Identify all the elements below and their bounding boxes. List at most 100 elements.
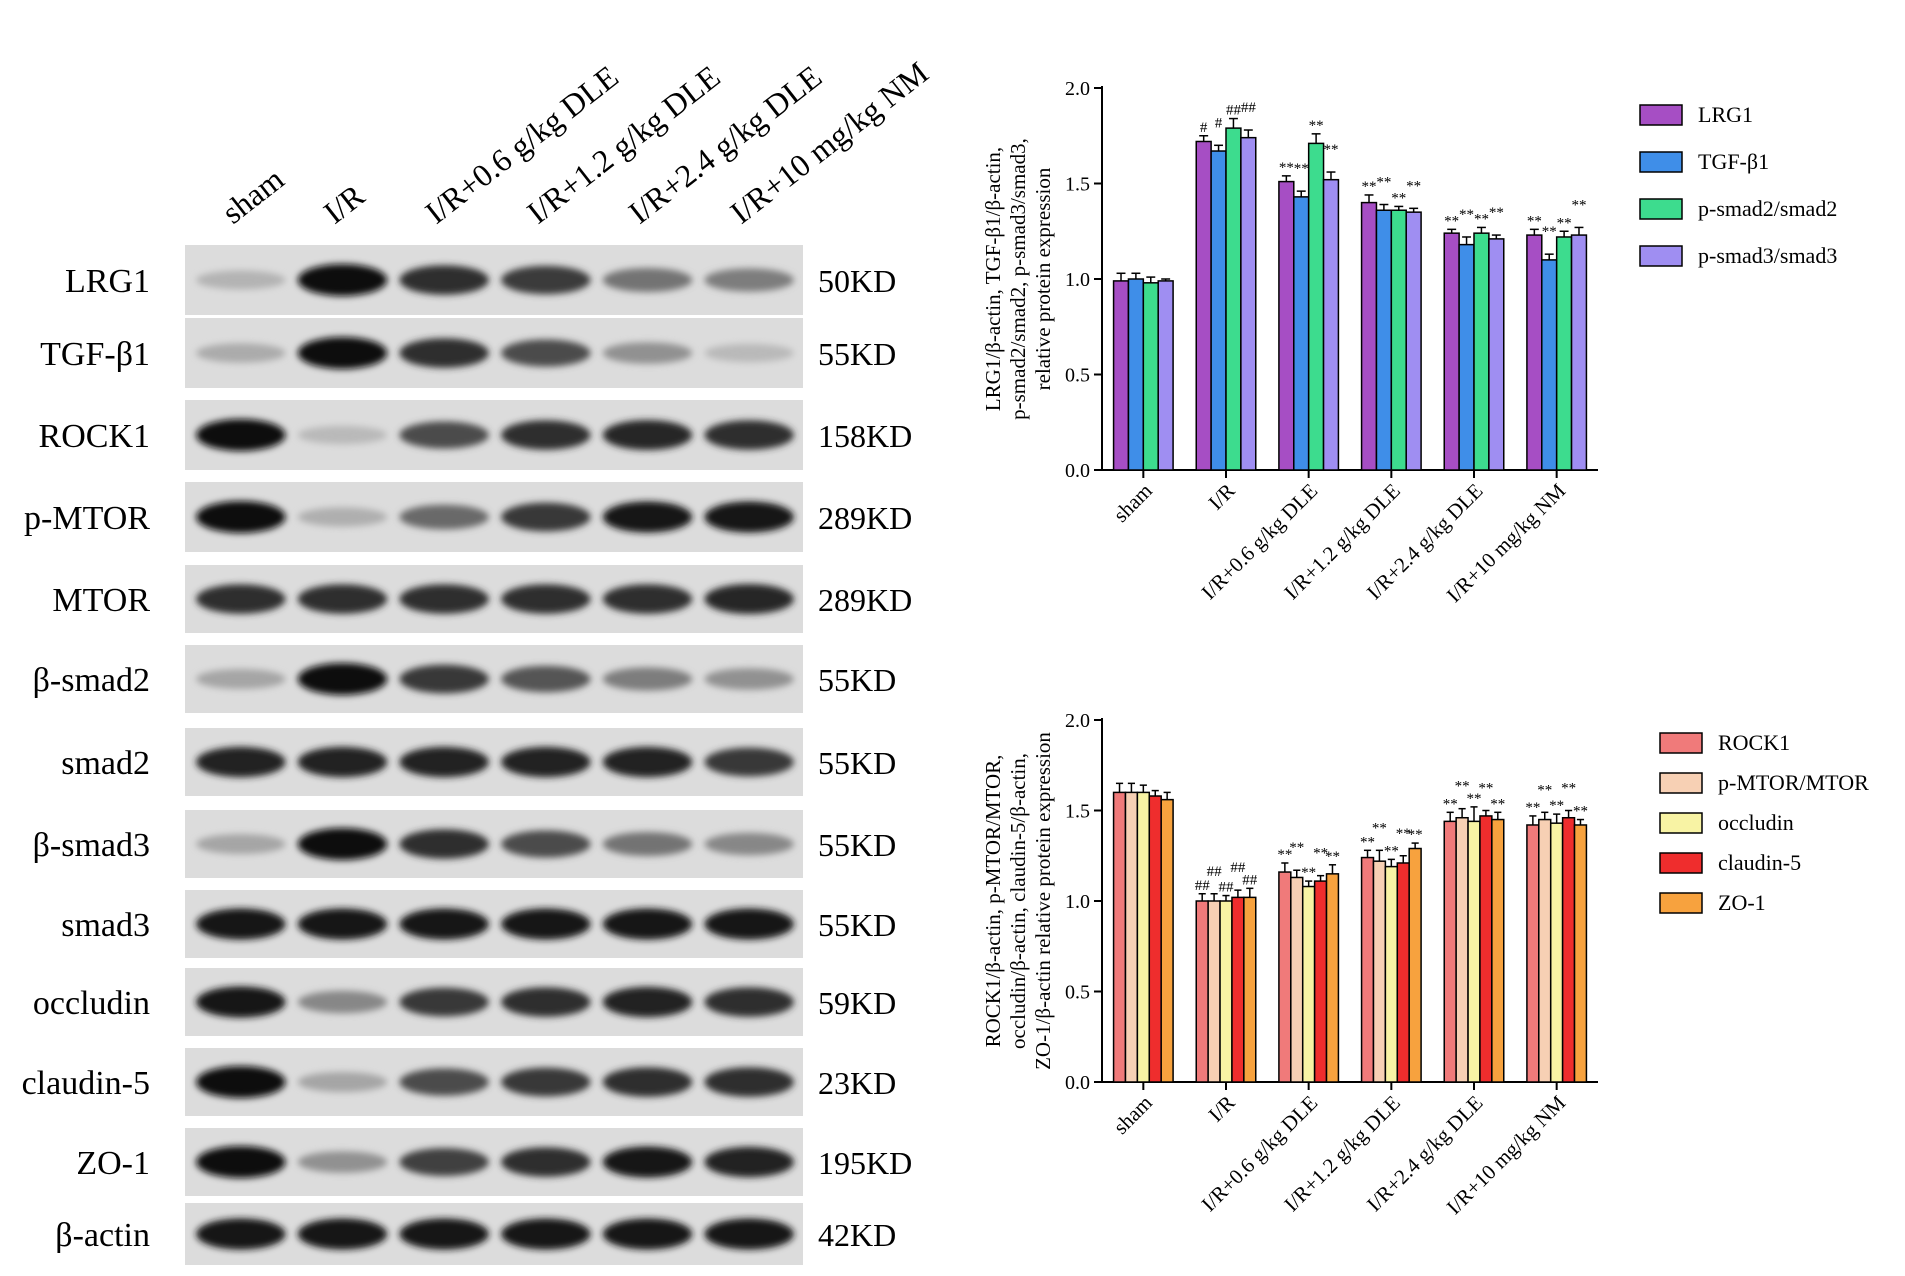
blot-band (399, 746, 489, 778)
bar (1313, 880, 1328, 1083)
blot-kd-label: 55KD (818, 662, 896, 698)
western-blot-panel: sham I/R I/R+0.6 g/kg DLE I/R+1.2 g/kg DLE I… (22, 54, 935, 1265)
legend-swatch (1639, 198, 1683, 220)
blot-band (399, 1068, 489, 1096)
blot-strip (185, 968, 803, 1036)
blot-band (501, 1067, 591, 1097)
blot-band (399, 421, 489, 449)
x-tick-label: I/R (1204, 1091, 1240, 1127)
significance-mark: ** (1527, 213, 1542, 229)
significance-mark: ** (1571, 197, 1586, 213)
y-axis-title: ROCK1/β-actin, p-MTOR/MTOR,occludin/β-ac… (981, 732, 1055, 1070)
blot-band (704, 1146, 794, 1178)
significance-mark: ** (1444, 213, 1459, 229)
blot-kd-label: 55KD (818, 907, 896, 943)
legend-label: TGF-β1 (1698, 149, 1769, 174)
significance-mark: ** (1573, 804, 1588, 820)
blot-row-0 (185, 245, 803, 315)
blot-band (602, 342, 693, 364)
significance-mark: ## (1226, 103, 1242, 119)
blot-protein-label: MTOR (52, 582, 150, 619)
blot-band (196, 419, 286, 451)
legend-label: claudin-5 (1718, 850, 1801, 875)
blot-band (602, 419, 693, 451)
y-tick-label: 2.0 (1065, 78, 1090, 100)
bar (1278, 180, 1295, 471)
blot-band (399, 664, 489, 694)
bar (1360, 201, 1378, 471)
x-tick-label: sham (1109, 479, 1157, 527)
legend-swatch (1659, 852, 1703, 874)
blot-band (297, 908, 388, 940)
blot-band (602, 584, 693, 614)
significance-mark: ** (1525, 800, 1540, 816)
blot-row-5 (185, 645, 803, 713)
blot-protein-label: β-actin (55, 1217, 150, 1254)
blot-band (602, 908, 693, 940)
bar (1467, 820, 1481, 1083)
bar (1157, 280, 1174, 471)
blot-kd-label: 55KD (818, 827, 896, 863)
legend-swatch (1639, 104, 1683, 126)
blot-band (602, 986, 693, 1018)
bar (1293, 196, 1310, 471)
significance-mark: ** (1277, 847, 1292, 863)
bar-chart-tight-junction: 0.0 0.5 1.0 1.5 2.0 sham I/R ## ## ## ## ## I/R+0.6 … (960, 640, 1905, 1271)
bar (1210, 150, 1227, 471)
bar (1570, 234, 1588, 471)
blot-strip (185, 810, 803, 878)
y-tick-label: 1.0 (1065, 891, 1090, 913)
blot-protein-label: TGF-β1 (40, 336, 150, 373)
bar (1384, 865, 1399, 1083)
bar (1322, 178, 1340, 471)
significance-mark: ** (1478, 781, 1493, 797)
blot-kd-label: 195KD (818, 1145, 912, 1181)
legend-swatch (1659, 732, 1703, 754)
blot-band (704, 908, 794, 940)
bar (1307, 142, 1325, 471)
bar (1473, 232, 1490, 471)
blot-band (602, 268, 693, 292)
bar (1455, 816, 1469, 1083)
blot-band (297, 425, 388, 445)
legend-label: LRG1 (1698, 102, 1753, 127)
blot-row-2 (185, 400, 803, 470)
bar (1124, 791, 1139, 1083)
blot-band (501, 746, 591, 778)
blot-band (602, 501, 693, 533)
blot-protein-label: ZO-1 (76, 1145, 150, 1182)
legend-label: p-MTOR/MTOR (1718, 770, 1869, 795)
bar (1360, 856, 1375, 1083)
blot-band (399, 584, 489, 614)
blot-band (196, 343, 286, 363)
y-axis-title-line: occludin/β-actin, claudin-5/β-actin, (1006, 753, 1030, 1049)
bar (1479, 815, 1493, 1083)
bar (1375, 209, 1393, 471)
blot-row-1 (185, 318, 803, 388)
significance-mark: ** (1279, 160, 1294, 176)
bar-chart-lrg1-tgf-smad: 0.0 0.5 1.0 1.5 2.0 sham I/R # # ## ## I/R+0.6 g/kg… (960, 0, 1905, 640)
blot-band (297, 337, 388, 369)
significance-mark: ## (1230, 860, 1246, 876)
bar (1538, 818, 1552, 1083)
y-tick-label: 0.5 (1065, 365, 1090, 387)
significance-mark: ** (1376, 175, 1391, 191)
legend-label: p-smad3/smad3 (1698, 243, 1837, 268)
blot-band (297, 264, 388, 296)
significance-mark: ** (1489, 205, 1504, 221)
blot-row-12 (185, 1203, 803, 1265)
significance-mark: ** (1384, 843, 1399, 859)
y-axis-title-line: ZO-1/β-actin relative protein expression (1031, 732, 1055, 1070)
blot-kd-label: 55KD (818, 745, 896, 781)
bar (1555, 236, 1573, 471)
legend-label: ROCK1 (1718, 730, 1790, 755)
blot-band (602, 667, 693, 691)
significance-mark: ** (1294, 161, 1309, 177)
blot-strip (185, 1048, 803, 1116)
blot-strip (185, 890, 803, 958)
bar (1195, 140, 1212, 471)
blot-strip (185, 728, 803, 796)
bar (1573, 824, 1588, 1083)
blot-band (501, 987, 591, 1017)
